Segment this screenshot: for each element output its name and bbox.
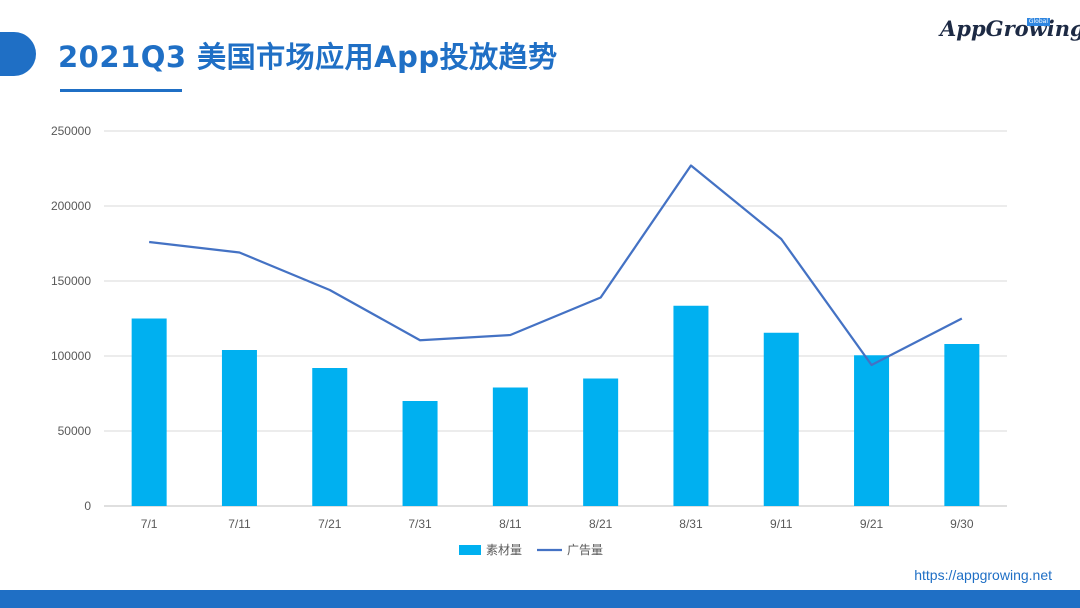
logo-wordmark: AppGrowing bbox=[940, 16, 1080, 41]
legend: 素材量 广告量 bbox=[459, 543, 603, 557]
bar-9/21 bbox=[854, 355, 890, 506]
x-tick-label: 8/11 bbox=[499, 517, 522, 531]
x-axis-ticks: 7/1 7/11 7/21 7/31 8/11 8/21 8/31 9/11 9/21 9/30 bbox=[141, 517, 974, 531]
legend-bar-label: 素材量 bbox=[486, 543, 522, 557]
y-tick-label: 250000 bbox=[51, 124, 91, 138]
y-tick-label: 150000 bbox=[51, 274, 91, 288]
x-tick-label: 8/21 bbox=[589, 517, 613, 531]
y-tick-label: 100000 bbox=[51, 349, 91, 363]
bar-7/11 bbox=[221, 350, 257, 506]
legend-line-label: 广告量 bbox=[567, 543, 603, 557]
x-tick-label: 8/31 bbox=[679, 517, 703, 531]
page-title: 2021Q3 美国市场应用App投放趋势 bbox=[58, 40, 558, 74]
bar-9/30 bbox=[944, 344, 980, 506]
legend-bar-swatch bbox=[459, 545, 481, 555]
y-tick-label: 200000 bbox=[51, 199, 91, 213]
x-tick-label: 7/21 bbox=[318, 517, 342, 531]
y-axis-ticks: 0 50000 100000 150000 200000 250000 bbox=[51, 124, 91, 513]
bar-7/1 bbox=[131, 318, 167, 506]
logo-badge: Global bbox=[1026, 18, 1050, 26]
x-tick-label: 7/11 bbox=[228, 517, 251, 531]
x-tick-label: 7/31 bbox=[408, 517, 432, 531]
appgrowing-logo: AppGrowing Global bbox=[940, 16, 1080, 48]
title-accent-tab bbox=[0, 32, 36, 76]
line-series bbox=[149, 164, 963, 367]
bar-9/11 bbox=[763, 332, 799, 506]
bar-8/11 bbox=[492, 387, 528, 506]
bar-7/31 bbox=[402, 401, 438, 506]
bar-8/31 bbox=[673, 305, 709, 506]
y-tick-label: 0 bbox=[84, 499, 91, 513]
title-underline bbox=[60, 89, 182, 92]
x-tick-label: 9/21 bbox=[860, 517, 884, 531]
bar-7/21 bbox=[312, 368, 348, 506]
bar-8/21 bbox=[583, 378, 619, 506]
footer-bar bbox=[0, 590, 1080, 608]
x-tick-label: 9/11 bbox=[770, 517, 793, 531]
footer-url[interactable]: https://appgrowing.net bbox=[914, 567, 1052, 583]
x-tick-label: 7/1 bbox=[141, 517, 158, 531]
y-tick-label: 50000 bbox=[58, 424, 92, 438]
x-tick-label: 9/30 bbox=[950, 517, 974, 531]
line-ad-volume bbox=[149, 164, 963, 367]
bar-series bbox=[131, 305, 980, 506]
